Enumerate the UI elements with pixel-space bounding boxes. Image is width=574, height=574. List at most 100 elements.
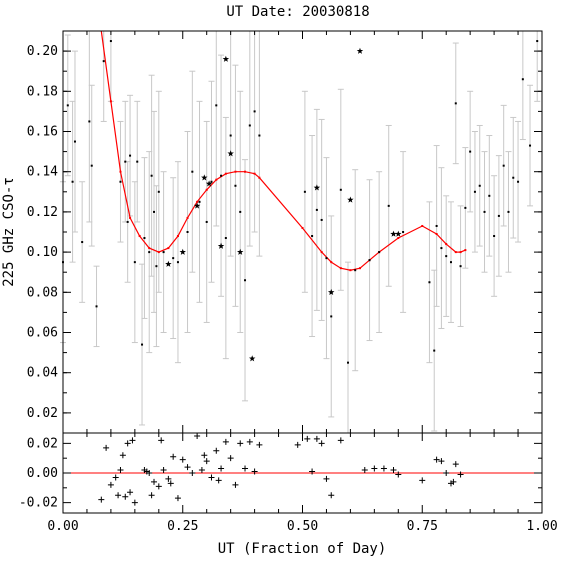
residual-plus-marker [361, 467, 368, 474]
residual-plus-marker [189, 470, 196, 476]
fit-point [129, 216, 132, 219]
data-dot [210, 180, 213, 183]
residual-plus-marker [201, 452, 208, 459]
star-marker [313, 184, 321, 191]
data-dot [109, 40, 112, 43]
data-dot [488, 194, 491, 197]
fit-point [186, 216, 189, 219]
residual-plus-marker [313, 435, 320, 442]
data-dot [354, 269, 357, 272]
fit-point [258, 176, 261, 179]
residual-plus-marker [112, 474, 119, 481]
star-marker [356, 47, 364, 54]
star-marker [347, 196, 354, 203]
data-dot [126, 220, 129, 223]
data-dot [347, 361, 350, 364]
main-y-tick-label: 0.20 [27, 44, 58, 59]
residual-plus-marker [148, 492, 155, 499]
data-dot [445, 255, 448, 258]
data-dot [148, 251, 151, 254]
residual-y-tick-label: -0.02 [19, 496, 58, 511]
data-dot [162, 251, 165, 254]
residual-plus-marker [337, 437, 344, 444]
data-dot [459, 265, 462, 268]
data-dot [493, 235, 496, 238]
data-dot [153, 210, 156, 213]
residual-plus-marker [246, 438, 253, 445]
residual-plus-marker [227, 455, 234, 462]
fit-point [148, 247, 151, 250]
fit-point [445, 243, 448, 246]
residual-plus-marker [318, 440, 325, 447]
x-tick-label: 0.00 [47, 519, 78, 534]
residual-plus-marker [309, 468, 316, 475]
fit-point [109, 100, 112, 103]
fit-point [176, 235, 179, 238]
main-y-tick-label: 0.18 [27, 84, 58, 99]
data-dot [507, 210, 510, 213]
data-dot [521, 78, 524, 81]
star-marker [395, 230, 402, 237]
residual-plus-marker [450, 478, 457, 485]
data-dot [428, 281, 431, 284]
residual-plus-marker [98, 496, 105, 503]
residual-plus-marker [222, 438, 229, 445]
residual-plus-marker [179, 456, 186, 463]
main-plot-area: 0.02 0.04 0.06 0.08 0.10 0.12 0.14 0.16 0.18 0.20 [27, 30, 543, 434]
data-dot [483, 210, 486, 213]
star-marker [227, 150, 234, 157]
main-y-tick-label: 0.12 [27, 205, 58, 220]
data-dot [205, 220, 208, 223]
fit-point [244, 170, 247, 173]
star-marker [205, 180, 213, 187]
main-y-axis: 0.02 0.04 0.06 0.08 0.10 0.12 0.14 0.16 0.18 0.20 [27, 30, 542, 434]
star-marker [328, 288, 335, 296]
fit-point [358, 267, 361, 270]
main-x-ticks [62, 31, 543, 433]
data-dot [454, 102, 457, 105]
residual-y-axis: -0.02 0.00 0.02 [19, 436, 542, 511]
residual-plus-marker [122, 493, 129, 500]
residual-plus-marker [129, 437, 136, 444]
data-dot [502, 164, 505, 167]
main-y-tick-label: 0.08 [27, 285, 58, 300]
data-dot [378, 251, 381, 254]
data-dot [435, 224, 438, 227]
main-fit-line-group [100, 30, 467, 272]
data-dot [529, 144, 532, 147]
star-marker [179, 248, 186, 255]
residual-plus-marker [127, 489, 134, 496]
residual-plus-marker [419, 477, 426, 484]
residual-plus-marker [251, 468, 258, 475]
data-dot [402, 231, 405, 233]
chart-title: UT Date: 20030818 [226, 4, 369, 20]
residual-plus-marker [213, 447, 220, 454]
fit-point [421, 224, 424, 227]
data-dot [229, 134, 232, 137]
residual-plus-marker [155, 483, 162, 490]
data-dot [124, 160, 127, 163]
main-y-tick-label: 0.04 [27, 366, 58, 381]
data-dot [478, 184, 481, 187]
residual-plus-marker [237, 440, 244, 447]
residual-x-axis: 0.00 0.25 0.50 0.75 1.00 [47, 433, 558, 534]
data-dot [191, 170, 194, 173]
residual-plus-marker [304, 435, 311, 442]
data-dot [449, 261, 452, 264]
star-marker [201, 174, 208, 181]
residual-plus-marker [103, 444, 110, 451]
data-dot [536, 40, 539, 43]
data-dot [220, 174, 223, 177]
residual-plus-marker [438, 458, 445, 465]
data-dot [172, 257, 175, 260]
residual-plus-marker [457, 471, 464, 478]
fit-point [339, 267, 342, 270]
residual-plus-marker [215, 477, 222, 484]
residual-plus-marker [380, 465, 387, 472]
main-y-tick-label: 0.10 [27, 245, 58, 260]
main-y-tick-label: 0.14 [27, 165, 58, 180]
main-y-axis-label: 225 GHz CSO-τ [1, 177, 17, 287]
star-marker [237, 248, 244, 255]
